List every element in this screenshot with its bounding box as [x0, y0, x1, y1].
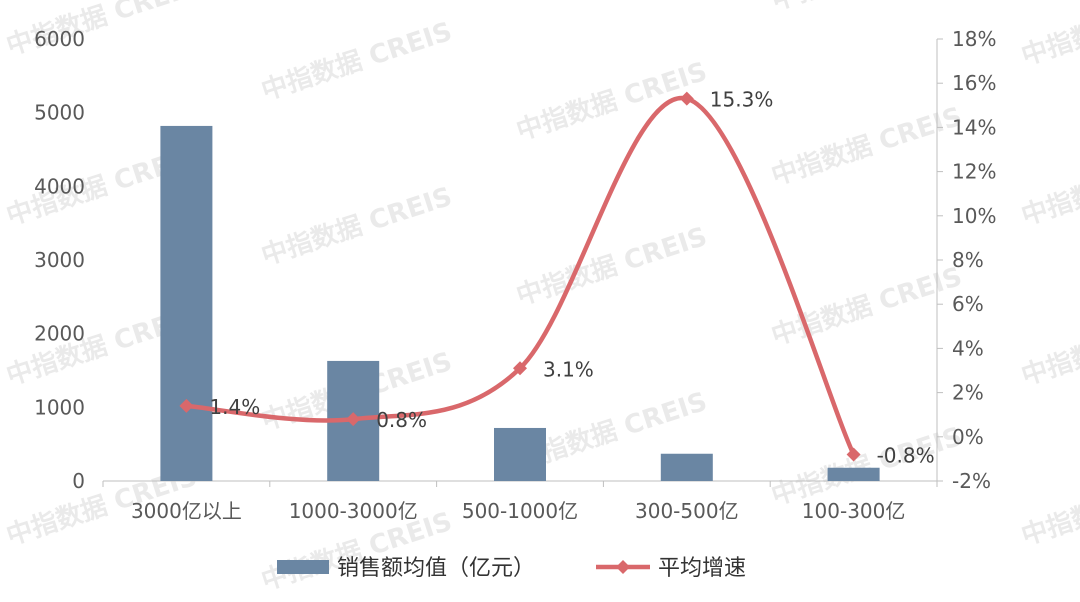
- watermark-text: 中指数据 CREIS: [1018, 462, 1080, 552]
- bar-series: [160, 125, 880, 481]
- right-y-tick-label: -2%: [952, 469, 991, 493]
- watermark-text: 中指数据 CREIS: [768, 0, 966, 17]
- watermark-text: 中指数据 CREIS: [3, 0, 201, 62]
- bar: [827, 467, 880, 481]
- right-y-tick-label: 2%: [952, 381, 984, 405]
- line-marker: [346, 412, 361, 427]
- x-tick-label: 500-1000亿: [462, 499, 578, 523]
- right-y-tick-label: 14%: [952, 115, 996, 139]
- line-series: [179, 91, 861, 462]
- line-marker: [513, 361, 527, 376]
- line-data-label: 0.8%: [376, 408, 427, 432]
- line-data-label: 15.3%: [710, 88, 774, 112]
- x-tick-label: 100-300亿: [802, 499, 906, 523]
- x-tick-label: 300-500亿: [635, 499, 739, 523]
- left-y-tick-label: 5000: [34, 101, 85, 125]
- data-labels: 1.4% 0.8% 3.1% 15.3% -0.8%: [209, 88, 934, 468]
- left-y-tick-label: 2000: [34, 322, 85, 346]
- watermark-text: 中指数据 CREIS: [1018, 142, 1080, 232]
- bar: [494, 427, 546, 481]
- right-y-tick-label: 18%: [952, 27, 996, 51]
- bar: [660, 453, 713, 481]
- line-data-label: 3.1%: [543, 357, 594, 381]
- watermark-text: 中指数据 CREIS: [258, 17, 456, 107]
- x-tick-label: 1000-3000亿: [289, 499, 418, 523]
- watermark-text: 中指数据 CREIS: [513, 57, 711, 147]
- line-marker: [179, 398, 194, 413]
- watermark-text: 中指数据 CREIS: [768, 102, 966, 192]
- legend: 销售额均值（亿元） 平均增速: [277, 556, 746, 581]
- watermark-text: 中指数据 CREIS: [513, 222, 711, 312]
- watermark-text: 中指数据 CREIS: [258, 182, 456, 272]
- right-y-tick-label: 10%: [952, 204, 996, 228]
- line-data-label: -0.8%: [877, 443, 935, 467]
- left-y-tick-label: 4000: [34, 174, 85, 198]
- legend-bar-swatch: [277, 560, 329, 574]
- line-data-label: 1.4%: [209, 395, 260, 419]
- right-y-tick-label: 6%: [952, 292, 984, 316]
- right-y-tick-label: 4%: [952, 336, 984, 360]
- right-y-tick-label: 12%: [952, 160, 996, 184]
- watermark-text: 中指数据 CREIS: [1018, 302, 1080, 392]
- left-y-tick-label: 3000: [34, 248, 85, 272]
- line-marker: [679, 91, 694, 106]
- left-y-tick-label: 0: [72, 469, 85, 493]
- watermark-text: 中指数据 CREIS: [1018, 0, 1080, 72]
- legend-line-label: 平均增速: [658, 556, 746, 581]
- bar: [160, 125, 213, 481]
- right-y-tick-label: 8%: [952, 248, 984, 272]
- right-y-tick-label: 16%: [952, 71, 996, 95]
- line-path: [184, 96, 856, 457]
- x-tick-label: 3000亿以上: [131, 499, 242, 523]
- axes: 0 1000 2000 3000 4000 5000 6000 -2% 0% 2% 4% 6% 8% 10…: [34, 27, 996, 523]
- left-y-tick-label: 1000: [34, 395, 85, 419]
- left-y-tick-label: 6000: [34, 27, 85, 51]
- legend-bar-label: 销售额均值（亿元）: [337, 556, 535, 581]
- legend-line-marker: [616, 560, 630, 574]
- line-marker: [846, 447, 861, 462]
- right-y-tick-label: 0%: [952, 425, 984, 449]
